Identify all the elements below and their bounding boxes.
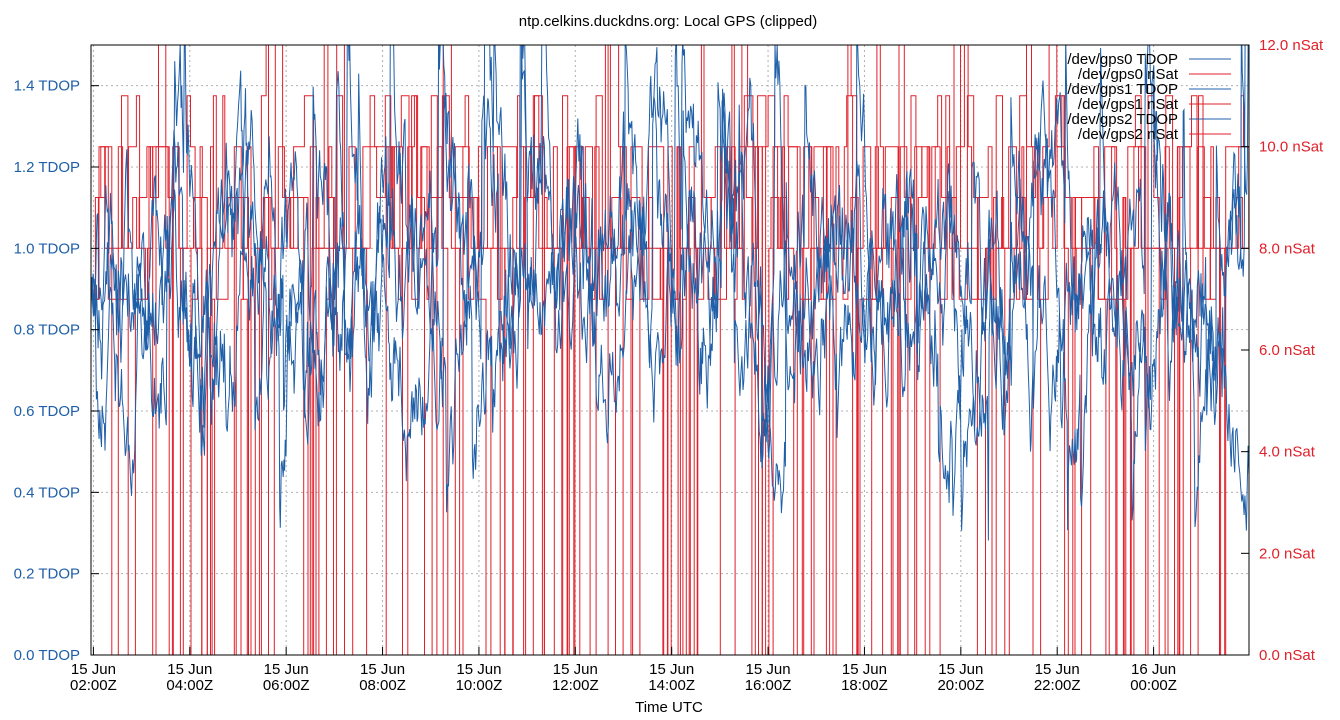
left-tick-label: 0.6 TDOP xyxy=(14,403,80,420)
x-tick-date: 15 Jun xyxy=(746,661,791,678)
x-tick-time: 02:00Z xyxy=(70,677,117,694)
x-tick-date: 15 Jun xyxy=(71,661,116,678)
legend-label: /dev/gps2 nSat xyxy=(1078,126,1179,143)
legend-label: /dev/gps1 nSat xyxy=(1078,96,1179,113)
right-tick-label: 10.0 nSat xyxy=(1259,139,1324,156)
x-tick-date: 15 Jun xyxy=(167,661,212,678)
series-line xyxy=(91,45,1249,541)
x-tick-time: 12:00Z xyxy=(552,677,599,694)
chart-title: ntp.celkins.duckdns.org: Local GPS (clip… xyxy=(519,13,817,30)
left-y-axis: 0.0 TDOP 0.2 TDOP 0.4 TDOP 0.6 TDOP 0.8 TDOP… xyxy=(14,78,99,664)
x-tick-date: 15 Jun xyxy=(264,661,309,678)
left-tick-label: 0.8 TDOP xyxy=(14,322,80,339)
x-tick-time: 10:00Z xyxy=(456,677,503,694)
x-tick-time: 06:00Z xyxy=(263,677,310,694)
x-tick-time: 18:00Z xyxy=(841,677,888,694)
series-line xyxy=(91,45,1249,531)
x-tick-date: 15 Jun xyxy=(842,661,887,678)
left-tick-label: 1.4 TDOP xyxy=(14,78,80,95)
x-tick-time: 00:00Z xyxy=(1130,677,1177,694)
right-tick-label: 8.0 nSat xyxy=(1259,240,1316,257)
left-tick-label: 0.2 TDOP xyxy=(14,566,80,583)
left-tick-label: 0.0 TDOP xyxy=(14,647,80,664)
legend-label: /dev/gps2 TDOP xyxy=(1067,111,1178,128)
x-tick-time: 04:00Z xyxy=(166,677,213,694)
legend-label: /dev/gps0 TDOP xyxy=(1067,51,1178,68)
x-tick-date: 15 Jun xyxy=(553,661,598,678)
x-tick-date: 15 Jun xyxy=(649,661,694,678)
x-tick-time: 22:00Z xyxy=(1034,677,1081,694)
right-tick-label: 0.0 nSat xyxy=(1259,647,1316,664)
x-tick-date: 15 Jun xyxy=(456,661,501,678)
right-tick-label: 4.0 nSat xyxy=(1259,444,1316,461)
x-tick-time: 16:00Z xyxy=(745,677,792,694)
x-tick-date: 15 Jun xyxy=(1035,661,1080,678)
x-axis-label: Time UTC xyxy=(635,699,703,716)
x-tick-date: 15 Jun xyxy=(360,661,405,678)
plot-area xyxy=(91,45,1249,655)
left-tick-label: 1.2 TDOP xyxy=(14,159,80,176)
left-tick-label: 0.4 TDOP xyxy=(14,484,80,501)
right-tick-label: 12.0 nSat xyxy=(1259,37,1324,54)
legend-label: /dev/gps1 TDOP xyxy=(1067,81,1178,98)
right-tick-label: 6.0 nSat xyxy=(1259,342,1316,359)
x-tick-date: 15 Jun xyxy=(938,661,983,678)
series-line xyxy=(91,45,1249,521)
x-tick-time: 14:00Z xyxy=(648,677,695,694)
legend-label: /dev/gps0 nSat xyxy=(1078,66,1179,83)
series-line xyxy=(91,45,1249,655)
left-tick-label: 1.0 TDOP xyxy=(14,240,80,257)
right-tick-label: 2.0 nSat xyxy=(1259,545,1316,562)
right-y-axis: 0.0 nSat 2.0 nSat 4.0 nSat 6.0 nSat 8.0 nSat… xyxy=(1241,37,1324,664)
x-tick-time: 08:00Z xyxy=(359,677,406,694)
x-tick-date: 16 Jun xyxy=(1131,661,1176,678)
legend: /dev/gps0 TDOP/dev/gps0 nSat/dev/gps1 TD… xyxy=(1067,51,1231,143)
series-line xyxy=(91,45,1249,655)
x-tick-time: 20:00Z xyxy=(937,677,984,694)
